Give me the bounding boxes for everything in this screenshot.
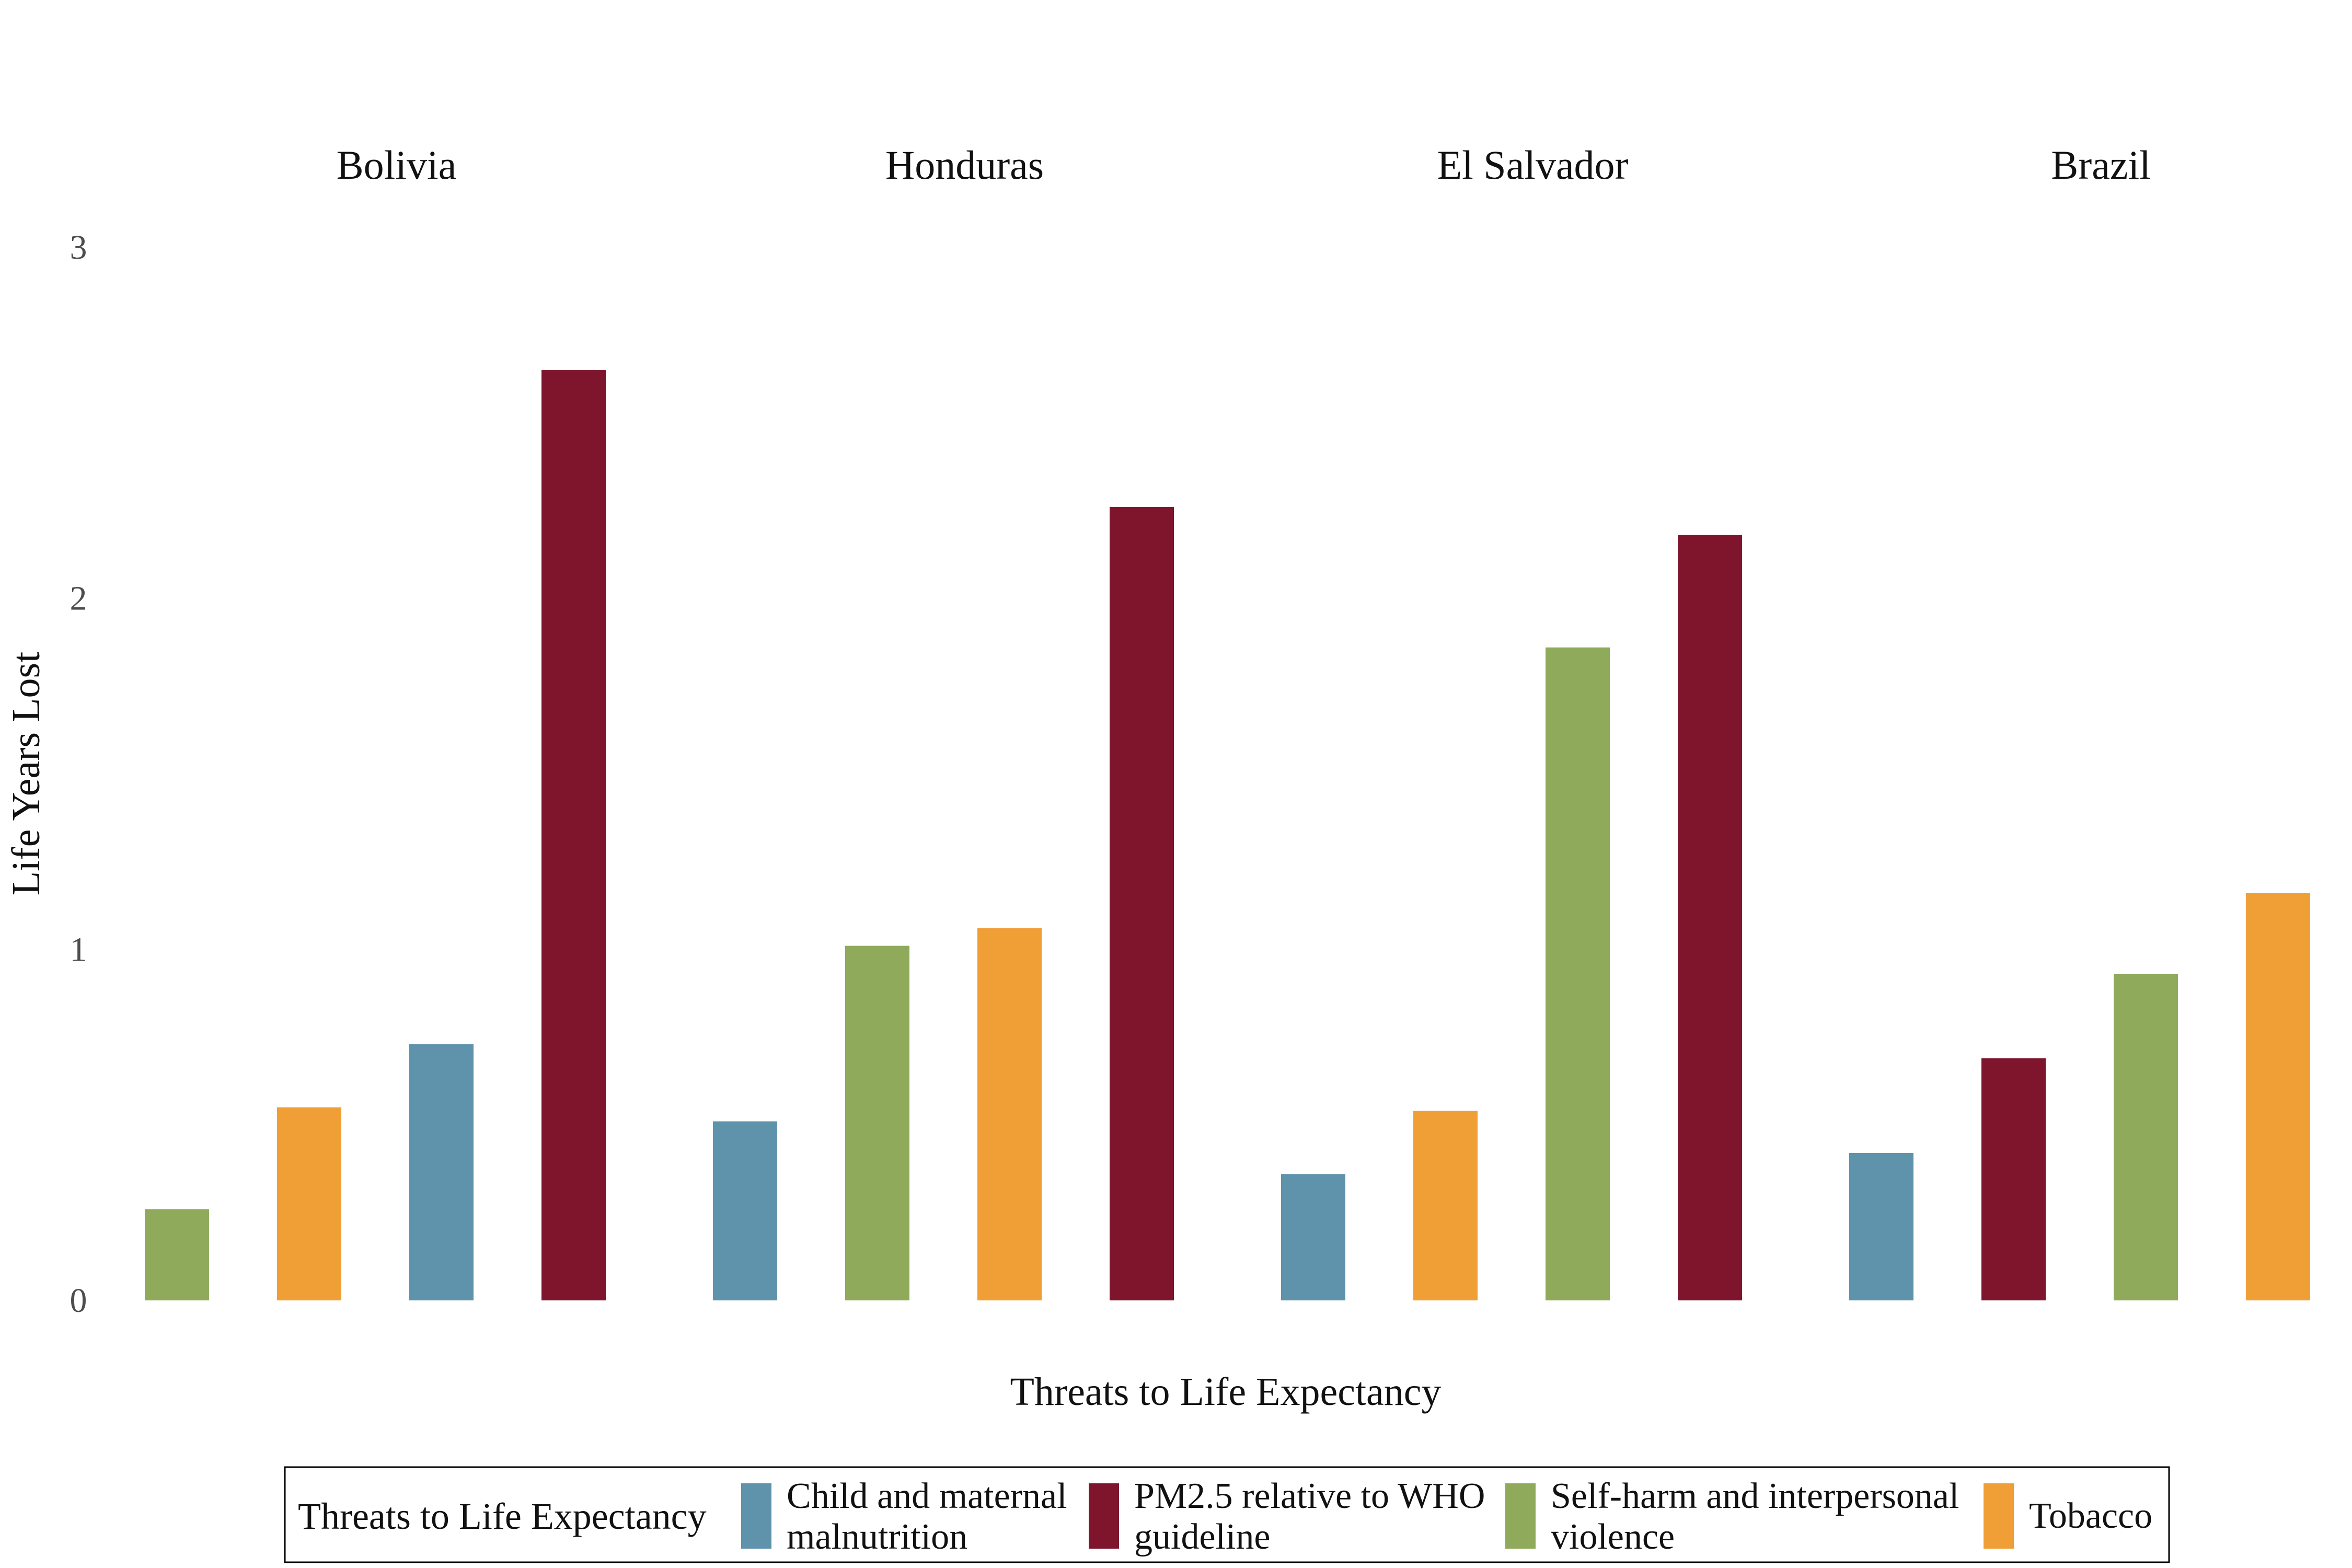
legend: Threats to Life Expectancy Child and mat… (284, 1466, 2170, 1563)
facet-titles: Bolivia Honduras El Salvador Brazil (337, 142, 2151, 188)
bar-tobacco (2246, 893, 2310, 1300)
bar-child (1849, 1152, 1913, 1300)
legend-label: Tobacco (2029, 1496, 2152, 1536)
y-tick-label: 3 (70, 228, 87, 267)
y-tick-label: 0 (70, 1282, 87, 1320)
bar-pm25 (1981, 1058, 2046, 1300)
legend-key-selfharm (1505, 1483, 1536, 1549)
legend-title: Threats to Life Expectancy (298, 1495, 707, 1537)
bar-child (713, 1121, 777, 1300)
legend-label: violence (1551, 1517, 1675, 1557)
bar-selfharm (145, 1209, 209, 1300)
bar-child (1281, 1174, 1345, 1300)
x-axis-title: Threats to Life Expectancy (1010, 1370, 1441, 1414)
bar-pm25 (1110, 507, 1174, 1300)
y-tick-label: 1 (70, 930, 87, 969)
legend-label: guideline (1134, 1517, 1270, 1557)
legend-label: Self-harm and interpersonal (1551, 1476, 1959, 1516)
legend-label: PM2.5 relative to WHO (1134, 1476, 1485, 1516)
facet-title: El Salvador (1437, 142, 1628, 188)
bar-selfharm (845, 946, 909, 1300)
bar-tobacco (1413, 1111, 1478, 1300)
bar-selfharm (2114, 974, 2178, 1300)
bar-selfharm (1546, 647, 1610, 1300)
bar-pm25 (1678, 535, 1742, 1301)
bars (145, 370, 2310, 1301)
legend-key-child (741, 1483, 771, 1549)
bar-tobacco (277, 1107, 341, 1300)
y-tick-label: 2 (70, 580, 87, 618)
facet-title: Brazil (2051, 142, 2151, 188)
legend-box (284, 1466, 2170, 1563)
legend-label: Child and maternal (787, 1476, 1067, 1516)
y-axis-ticks: 0 1 2 3 (70, 228, 87, 1320)
y-axis-title: Life Years Lost (4, 652, 48, 896)
bar-pm25 (541, 370, 606, 1301)
facet-title: Honduras (885, 142, 1044, 188)
facet-title: Bolivia (337, 142, 457, 188)
legend-key-tobacco (1984, 1483, 2014, 1549)
bar-child (409, 1044, 474, 1300)
legend-key-pm25 (1089, 1483, 1119, 1549)
bar-tobacco (977, 928, 1042, 1300)
legend-label: malnutrition (787, 1517, 967, 1557)
